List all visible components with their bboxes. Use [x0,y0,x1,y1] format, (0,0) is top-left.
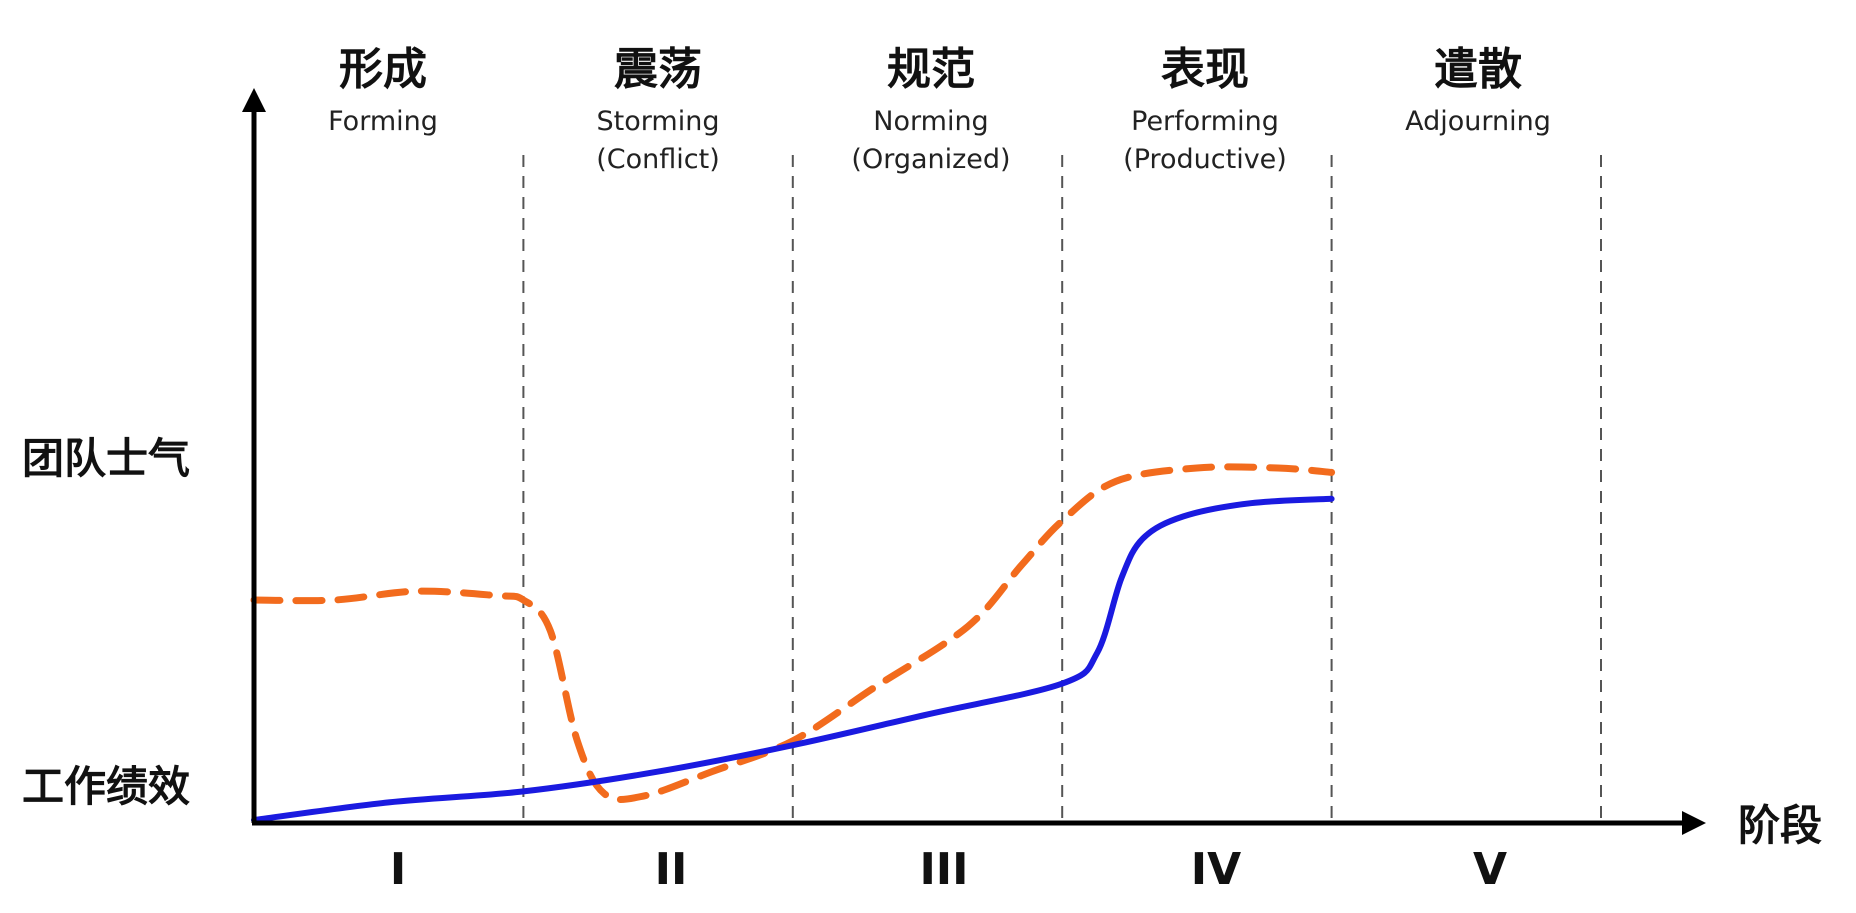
x-axis-arrow [1682,811,1706,835]
stage-title-cn: 形成 [339,44,427,95]
stage-numeral: II [655,844,688,895]
performance-curve [251,495,1335,823]
stage-title-cn: 规范 [887,44,975,95]
x-axis-label: 阶段 [1738,801,1822,850]
stage-dividers [522,155,1602,823]
stage-title-en: Forming [328,106,438,137]
stage-title-en: Norming [873,106,988,137]
morale-label: 团队士气 [22,434,190,483]
stage-numeral: I [390,844,406,895]
stage-numeral: IV [1191,844,1241,895]
stage-numerals: I II III IV V [390,844,1507,895]
stage-numeral: III [919,844,968,895]
performance-label: 工作绩效 [22,762,190,811]
stage-title-cn: 震荡 [614,44,702,95]
stage-numeral: V [1473,844,1507,895]
stage-title-cn: 遣散 [1434,44,1522,95]
stage-title-en: Adjourning [1405,106,1551,137]
stage-title-en: (Productive) [1123,144,1287,175]
stage-title-en: Performing [1131,106,1279,137]
stage-title-en: (Organized) [851,144,1010,175]
morale-curve [250,463,1336,804]
stage-headers: 形成 Forming 震荡 Storming (Conflict) 规范 Norming (O… [328,44,1551,175]
y-axis-arrow [242,88,266,112]
stage-title-en: Storming [597,106,720,137]
stage-title-en: (Conflict) [596,144,720,175]
stage-title-cn: 表现 [1161,44,1249,95]
